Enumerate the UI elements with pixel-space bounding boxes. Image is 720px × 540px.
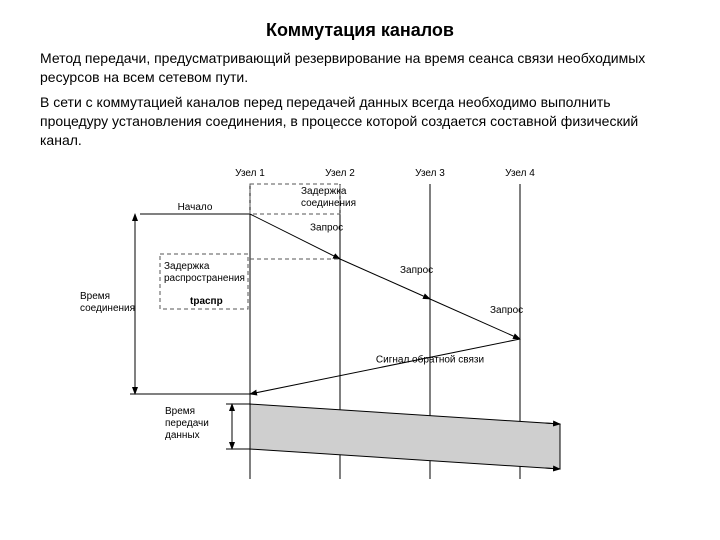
svg-text:Узел 3: Узел 3 [415,168,445,179]
svg-text:Начало: Начало [178,202,213,213]
svg-text:Узел 1: Узел 1 [235,168,265,179]
svg-text:передачи: передачи [165,418,209,429]
svg-text:tраспр: tраспр [190,296,223,307]
svg-text:Запрос: Запрос [490,305,523,316]
svg-text:Узел 2: Узел 2 [325,168,355,179]
circuit-switching-diagram: Узел 1Узел 2Узел 3Узел 4НачалоВремясоеди… [40,159,680,504]
svg-text:Время: Время [80,291,110,302]
svg-text:данных: данных [165,430,200,441]
svg-text:Узел 4: Узел 4 [505,168,535,179]
page-title: Коммутация каналов [40,20,680,41]
svg-text:Время: Время [165,406,195,417]
svg-text:Задержка: Задержка [164,261,210,272]
paragraph-2: В сети с коммутацией каналов перед перед… [40,93,680,150]
svg-text:соединения: соединения [80,303,135,314]
svg-text:Запрос: Запрос [310,223,343,234]
paragraph-1: Метод передачи, предусматривающий резерв… [40,49,680,87]
svg-text:соединения: соединения [301,198,356,209]
svg-text:Сигнал обратной связи: Сигнал обратной связи [376,354,484,366]
svg-text:Запрос: Запрос [400,265,433,276]
svg-text:распространения: распространения [164,273,245,284]
svg-text:Задержка: Задержка [301,186,347,197]
